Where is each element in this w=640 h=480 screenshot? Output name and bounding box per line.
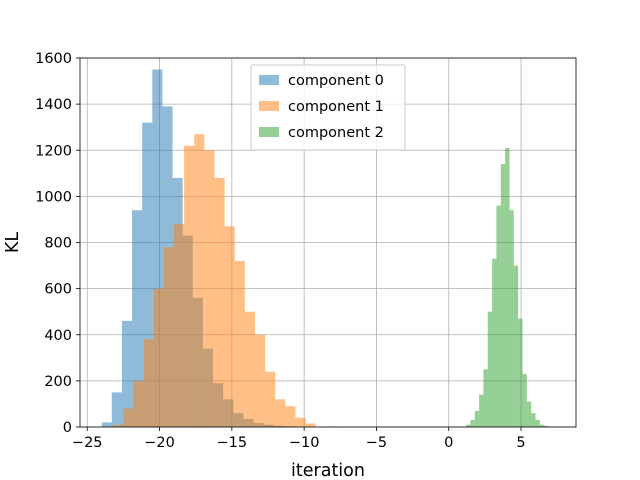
histogram-bar — [214, 177, 225, 427]
legend-label: component 1 — [288, 99, 384, 115]
histogram-bar — [285, 406, 296, 427]
histogram-bar — [275, 399, 286, 427]
histogram-bar — [152, 69, 163, 427]
legend-swatch — [259, 101, 279, 111]
y-tick-label: 0 — [63, 420, 72, 436]
x-tick-label: −25 — [72, 435, 103, 451]
histogram-bar — [526, 401, 532, 427]
histogram-bar — [204, 150, 215, 427]
histogram-bar — [101, 422, 112, 427]
bars-layer — [101, 69, 553, 428]
histogram-bar — [474, 410, 480, 427]
histogram-bar — [479, 394, 484, 427]
series-2-bars — [466, 147, 553, 427]
histogram-bar — [535, 420, 540, 427]
histogram-bar — [133, 380, 144, 427]
x-tick-label: 0 — [444, 435, 453, 451]
y-tick-label: 1000 — [35, 189, 72, 205]
histogram-bar — [244, 311, 255, 427]
y-axis-label: KL — [3, 232, 23, 253]
histogram-bar — [224, 226, 235, 427]
histogram-bar — [143, 339, 154, 427]
x-tick-label: −10 — [289, 435, 320, 451]
histogram-bar — [487, 311, 493, 427]
histogram-bar — [539, 424, 545, 427]
histogram-bar — [254, 334, 266, 427]
histogram-bar — [234, 260, 245, 427]
x-tick-label: −5 — [366, 435, 387, 451]
legend: component 0 component 1 component 2 — [250, 64, 406, 151]
y-tick-label: 1400 — [35, 97, 72, 113]
y-tick-label: 1200 — [35, 143, 72, 159]
histogram-bar — [121, 320, 133, 427]
histogram-bar — [518, 318, 523, 427]
histogram-bar — [113, 424, 124, 427]
histogram-bar — [466, 424, 471, 427]
histogram-bar — [513, 265, 519, 427]
histogram-bar — [505, 147, 510, 427]
histogram-bar — [509, 210, 514, 427]
histogram-bar — [295, 417, 306, 427]
y-tick-label: 1600 — [35, 51, 72, 67]
histogram-bar — [132, 210, 143, 427]
x-tick-label: −20 — [144, 435, 175, 451]
series-1-bars — [113, 134, 316, 427]
legend-label: component 0 — [288, 73, 384, 89]
histogram-bar — [142, 122, 153, 427]
histogram-bar — [531, 413, 536, 427]
histogram-bar — [496, 205, 501, 427]
histogram-bar — [184, 145, 195, 427]
histogram-bar — [194, 134, 205, 427]
legend-label: component 2 — [288, 125, 384, 141]
legend-swatch — [259, 75, 279, 85]
x-tick-label: −15 — [217, 435, 248, 451]
histogram-bar — [111, 392, 122, 427]
y-tick-label: 200 — [44, 374, 72, 390]
histogram-bar — [483, 369, 488, 427]
histogram-bar — [470, 420, 475, 427]
y-tick-label: 800 — [44, 236, 72, 252]
histogram-bar — [163, 247, 174, 427]
histogram-bar — [522, 373, 527, 427]
y-tick-label: 600 — [44, 282, 72, 298]
ticks-layer: −25 −20 −15 −10 −5 0 5 0 200 400 600 800 1000 1200 140… — [35, 51, 526, 451]
x-axis-label: iteration — [291, 461, 365, 480]
legend-swatch — [259, 127, 279, 137]
y-tick-label: 400 — [44, 328, 72, 344]
histogram-bar — [544, 425, 549, 427]
histogram-bar — [492, 258, 497, 427]
histogram-bar — [153, 288, 164, 427]
histogram-bar — [173, 224, 185, 427]
histogram-bar — [305, 423, 316, 427]
histogram-bar — [265, 371, 276, 427]
x-tick-label: 5 — [516, 435, 525, 451]
histogram-bar — [123, 408, 134, 427]
histogram-bar — [500, 164, 506, 427]
legend-box — [250, 64, 406, 151]
